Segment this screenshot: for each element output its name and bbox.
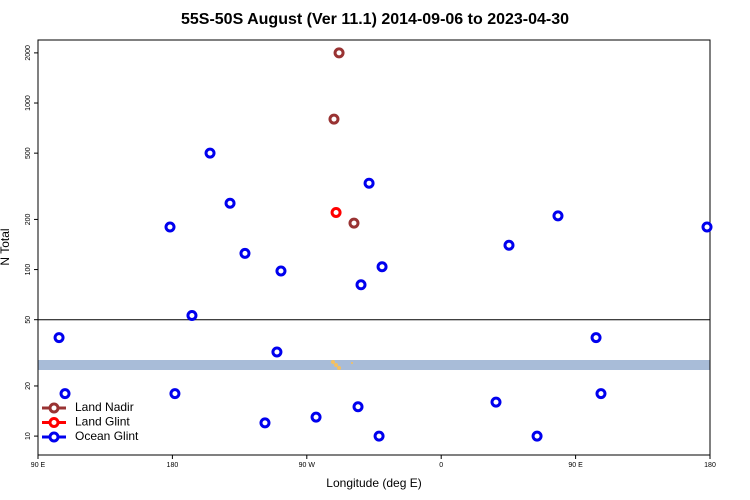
point xyxy=(164,221,176,233)
band-dots xyxy=(331,360,353,370)
point xyxy=(259,417,271,429)
y-tick-label: 20 xyxy=(25,382,32,390)
chart-title: 55S-50S August (Ver 11.1) 2014-09-06 to … xyxy=(181,11,569,28)
point xyxy=(348,217,360,229)
y-tick-label: 2000 xyxy=(25,45,32,61)
point xyxy=(204,147,216,159)
point xyxy=(328,113,340,125)
point xyxy=(352,401,364,413)
dot xyxy=(331,360,335,364)
x-tick-label: 90 W xyxy=(299,462,316,469)
legend-marker xyxy=(48,402,60,414)
point xyxy=(275,265,287,277)
point xyxy=(355,279,367,291)
y-tick-label: 50 xyxy=(25,316,32,324)
point xyxy=(224,197,236,209)
y-tick-label: 200 xyxy=(25,213,32,225)
point xyxy=(186,309,198,321)
point xyxy=(701,221,713,233)
point xyxy=(310,411,322,423)
point xyxy=(595,388,607,400)
point xyxy=(552,210,564,222)
dot xyxy=(351,362,353,364)
point xyxy=(590,332,602,344)
y-axis-label: N Total xyxy=(0,228,12,265)
legend-marker xyxy=(48,417,60,428)
point xyxy=(531,430,543,442)
point xyxy=(490,396,502,408)
x-tick-label: 180 xyxy=(167,462,179,469)
x-tick-label: 0 xyxy=(439,462,443,469)
legend-label: Ocean Glint xyxy=(75,429,139,443)
dot xyxy=(334,363,338,367)
legend-label: Land Glint xyxy=(75,415,130,429)
legend-label: Land Nadir xyxy=(75,400,134,414)
x-tick-label: 180 xyxy=(704,462,716,469)
point xyxy=(169,388,181,400)
point xyxy=(271,346,283,358)
y-tick-label: 1000 xyxy=(25,95,32,111)
x-tick-label: 90 E xyxy=(568,462,583,469)
x-axis-label: Longitude (deg E) xyxy=(326,476,421,490)
dot xyxy=(337,366,341,370)
x-tick-label: 90 E xyxy=(31,462,46,469)
point xyxy=(59,388,71,400)
point xyxy=(373,430,385,442)
legend-marker xyxy=(48,431,60,443)
y-tick-label: 100 xyxy=(25,264,32,276)
y-tick-label: 500 xyxy=(25,147,32,159)
point xyxy=(53,332,65,344)
point xyxy=(376,261,388,273)
point xyxy=(503,239,515,251)
point xyxy=(363,177,375,189)
point xyxy=(330,207,342,219)
y-tick-label: 10 xyxy=(25,432,32,440)
point xyxy=(333,47,345,59)
point xyxy=(239,247,251,259)
band xyxy=(38,360,710,370)
plot-frame xyxy=(37,39,711,456)
